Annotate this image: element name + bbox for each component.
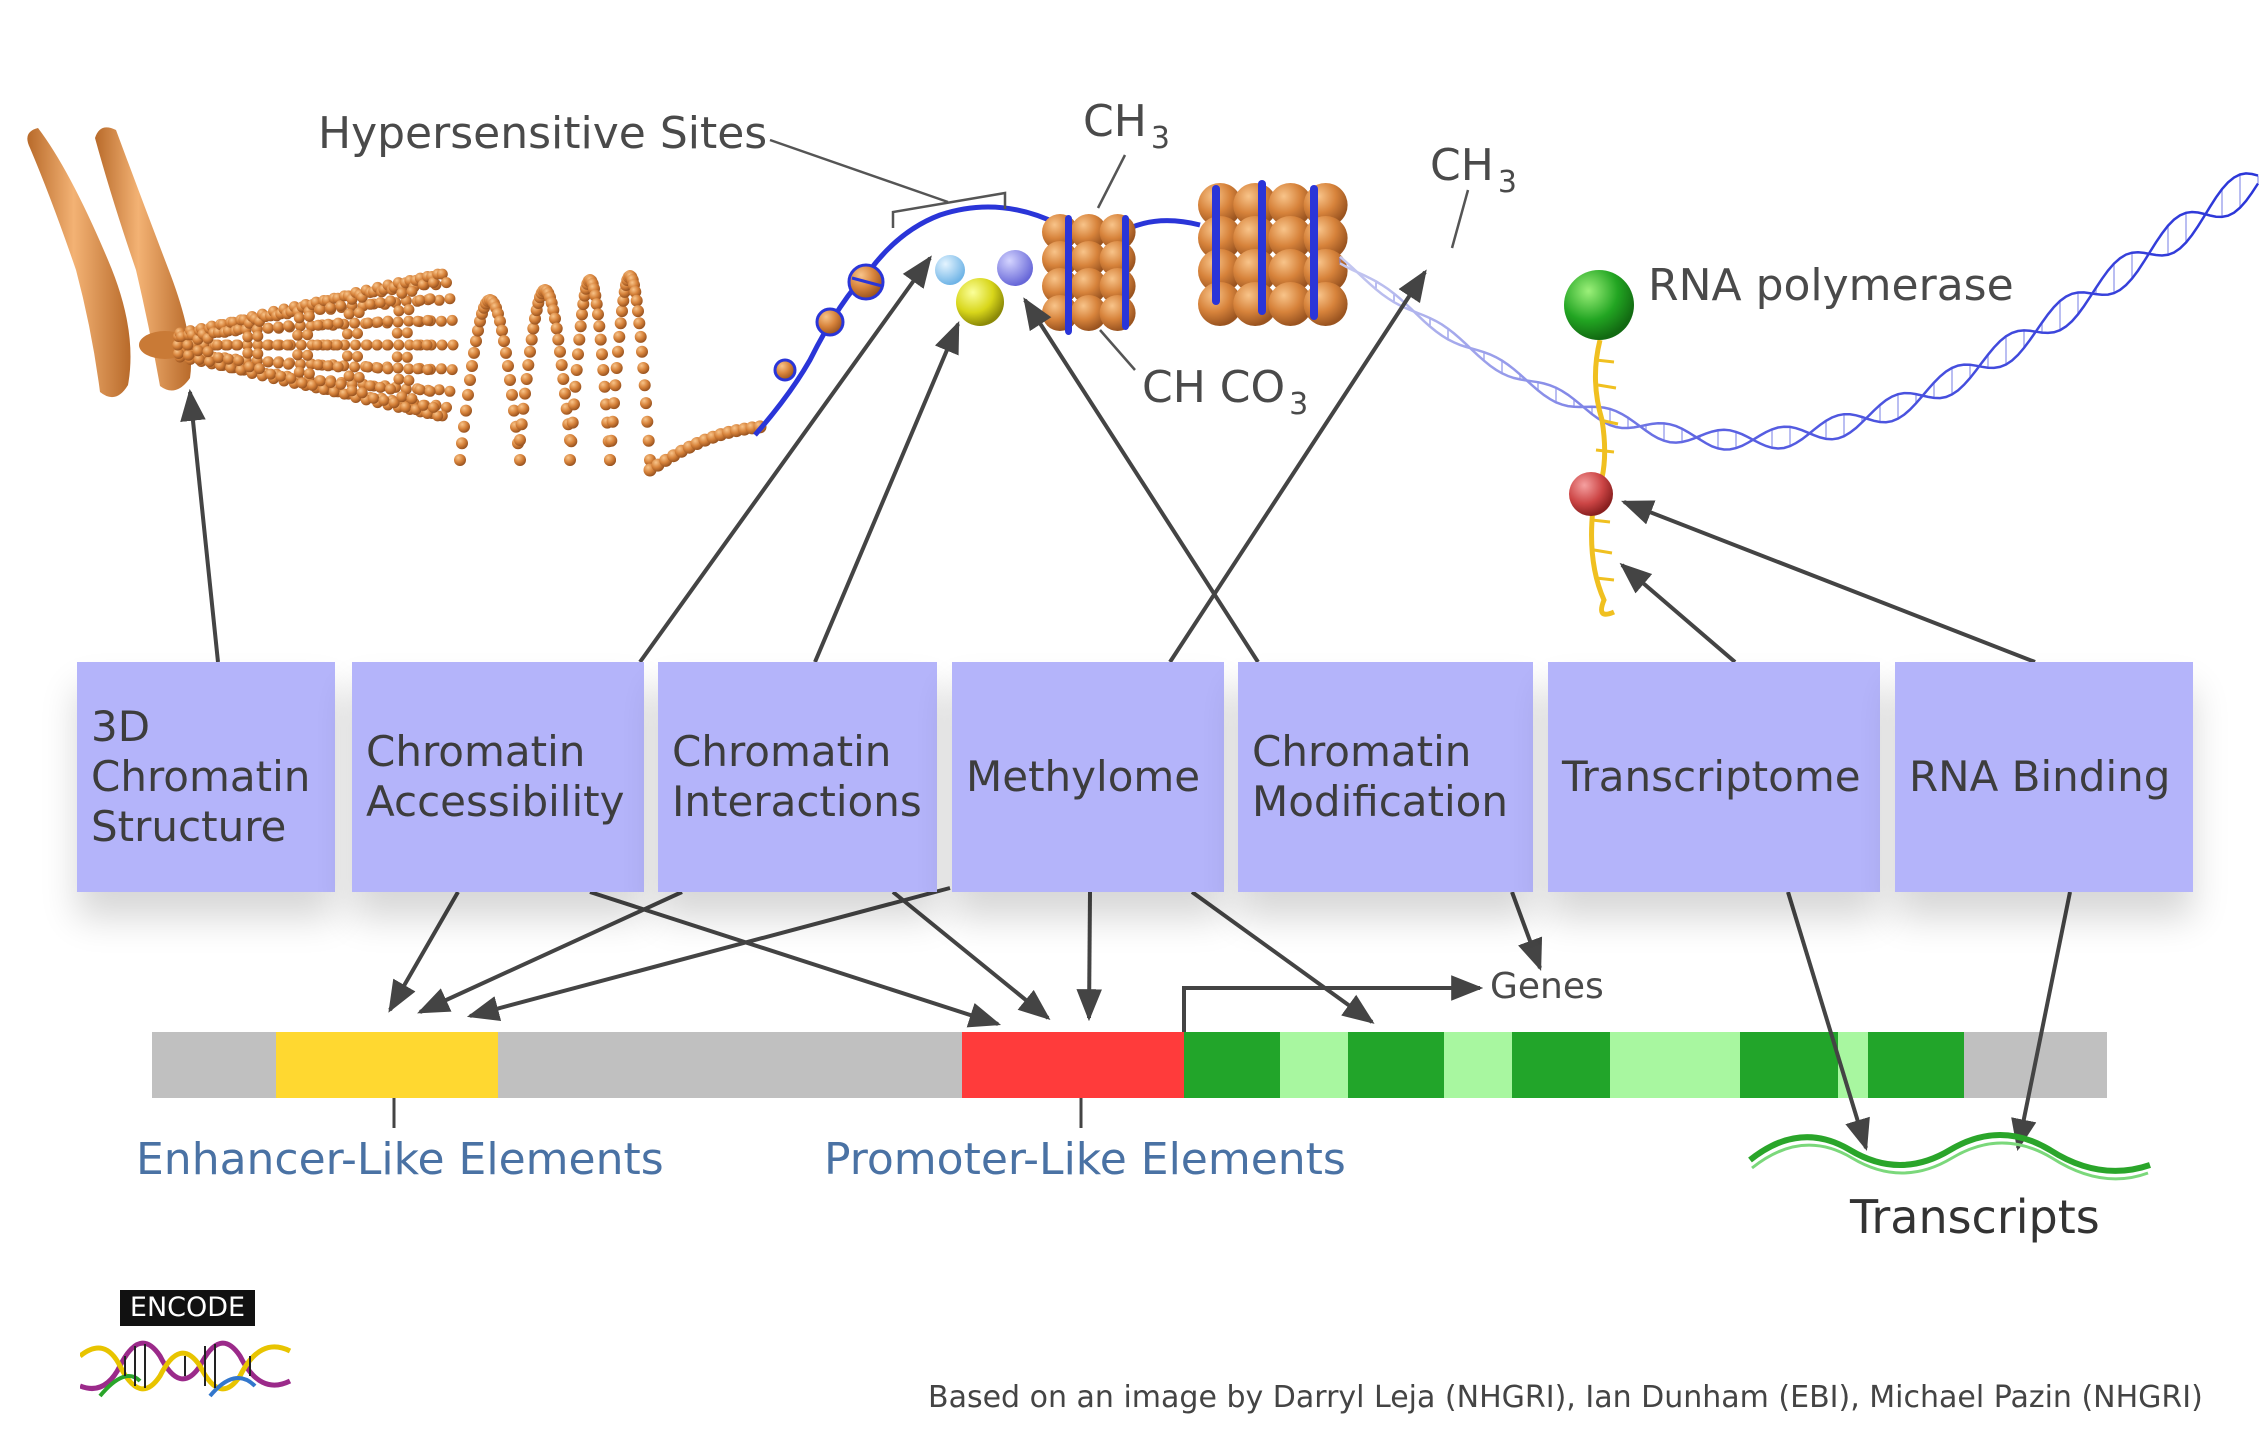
assay-rna-binding: RNA Binding — [1895, 662, 2193, 892]
encode-logo-text: ENCODE — [120, 1290, 255, 1326]
rna-polymerase-label: RNA polymerase — [1648, 260, 2014, 311]
assay-label: Chromatin Interactions — [672, 727, 922, 826]
ch3-label-1-text: CH — [1083, 96, 1147, 147]
rna-polymerase-complex — [1564, 270, 1634, 617]
hypersensitive-bracket — [769, 138, 1007, 228]
chromosome — [27, 127, 192, 398]
lower-arrows — [388, 886, 2072, 1152]
nucleosome-1 — [1042, 214, 1136, 335]
genome-bar — [152, 1032, 2107, 1098]
small-nucleosomes — [773, 263, 885, 382]
assay-chromatin-modification: Chromatin Modification — [1238, 662, 1533, 892]
assay-label: Chromatin Modification — [1252, 727, 1508, 826]
image-credit: Based on an image by Darryl Leja (NHGRI)… — [928, 1380, 2203, 1415]
ch3-label-2-text: CH — [1430, 140, 1494, 191]
chco3-label: CH CO 3 — [1142, 362, 1308, 422]
assay-label: RNA Binding — [1909, 752, 2171, 801]
dna-double-helix — [1339, 172, 2260, 451]
encode-logo-helix — [80, 1340, 292, 1398]
ch3-label-1-sub: 3 — [1150, 121, 1170, 156]
ch3-label-2-sub: 3 — [1497, 165, 1517, 200]
ch3-label-1: CH 3 — [1083, 96, 1170, 156]
assay-label: Transcriptome — [1562, 752, 1861, 801]
ch3-label-2: CH 3 — [1430, 140, 1517, 200]
chromatin-fiber — [172, 268, 767, 477]
assay-chromatin-interactions: Chromatin Interactions — [658, 662, 937, 892]
leader-lines — [1096, 154, 1470, 371]
enhancer-like-elements-label: Enhancer-Like Elements — [136, 1134, 664, 1185]
encode-logo: ENCODE — [80, 1290, 295, 1415]
element-ticks — [392, 1098, 1083, 1128]
nucleosome-2 — [1198, 180, 1348, 326]
assay-label: 3D Chromatin Structure — [91, 702, 311, 851]
genes-label: Genes — [1490, 966, 1604, 1007]
hypersensitive-sites-label: Hypersensitive Sites — [318, 108, 768, 159]
assay-chromatin-accessibility: Chromatin Accessibility — [352, 662, 644, 892]
assay-3d-chromatin-structure: 3D Chromatin Structure — [77, 662, 335, 892]
chco3-label-sub: 3 — [1289, 387, 1309, 422]
promoter-like-elements-label: Promoter-Like Elements — [824, 1134, 1346, 1185]
transcript-curve — [1748, 1132, 2151, 1181]
assay-label: Chromatin Accessibility — [366, 727, 625, 826]
assay-transcriptome: Transcriptome — [1548, 662, 1880, 892]
hypersensitive-balls — [935, 250, 1033, 326]
assay-label: Methylome — [966, 752, 1201, 801]
upper-arrows — [180, 255, 2036, 664]
assay-methylome: Methylome — [952, 662, 1224, 892]
transcripts-label: Transcripts — [1850, 1190, 2100, 1244]
chco3-label-text: CH CO — [1142, 362, 1286, 413]
